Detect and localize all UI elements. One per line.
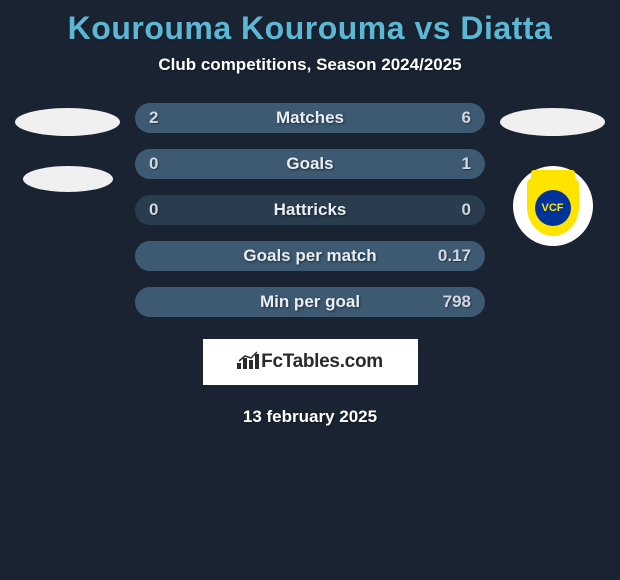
page-title: Kourouma Kourouma vs Diatta [0, 0, 620, 55]
subtitle: Club competitions, Season 2024/2025 [0, 55, 620, 103]
stat-label: Goals per match [243, 246, 376, 266]
villarreal-crest-icon: VCF [517, 170, 589, 242]
stat-value-right: 6 [462, 108, 471, 128]
stat-row: 0 Hattricks 0 [135, 195, 485, 225]
stat-value-right: 0.17 [438, 246, 471, 266]
date-label: 13 february 2025 [0, 385, 620, 427]
stats-bars: 2 Matches 6 0 Goals 1 0 Hattricks 0 Goals per mat… [135, 103, 485, 317]
crest-text: VCF [535, 190, 571, 226]
stat-label: Min per goal [260, 292, 360, 312]
fctables-logo: FcTables.com [203, 339, 418, 385]
player-right-club-badge-1 [500, 108, 605, 136]
player-left-club-badge-1 [15, 108, 120, 136]
player-right-club-badge-2: VCF [513, 166, 593, 246]
player-left-club-badge-2 [23, 166, 113, 192]
left-player-badges [15, 103, 120, 192]
bar-right-fill [223, 103, 486, 133]
stat-label: Matches [276, 108, 344, 128]
stat-row: Goals per match 0.17 [135, 241, 485, 271]
stats-area: 2 Matches 6 0 Goals 1 0 Hattricks 0 Goals per mat… [0, 103, 620, 317]
stat-value-left: 0 [149, 200, 158, 220]
stat-row: 0 Goals 1 [135, 149, 485, 179]
logo-text: FcTables.com [237, 351, 383, 373]
stat-row: Min per goal 798 [135, 287, 485, 317]
stat-value-right: 1 [462, 154, 471, 174]
comparison-widget: Kourouma Kourouma vs Diatta Club competi… [0, 0, 620, 427]
right-player-badges: VCF [500, 103, 605, 246]
stat-value-right: 798 [443, 292, 471, 312]
stat-value-left: 2 [149, 108, 158, 128]
stat-value-left: 0 [149, 154, 158, 174]
stat-label: Hattricks [274, 200, 347, 220]
bars-icon [237, 351, 259, 369]
stat-row: 2 Matches 6 [135, 103, 485, 133]
stat-label: Goals [286, 154, 333, 174]
stat-value-right: 0 [462, 200, 471, 220]
